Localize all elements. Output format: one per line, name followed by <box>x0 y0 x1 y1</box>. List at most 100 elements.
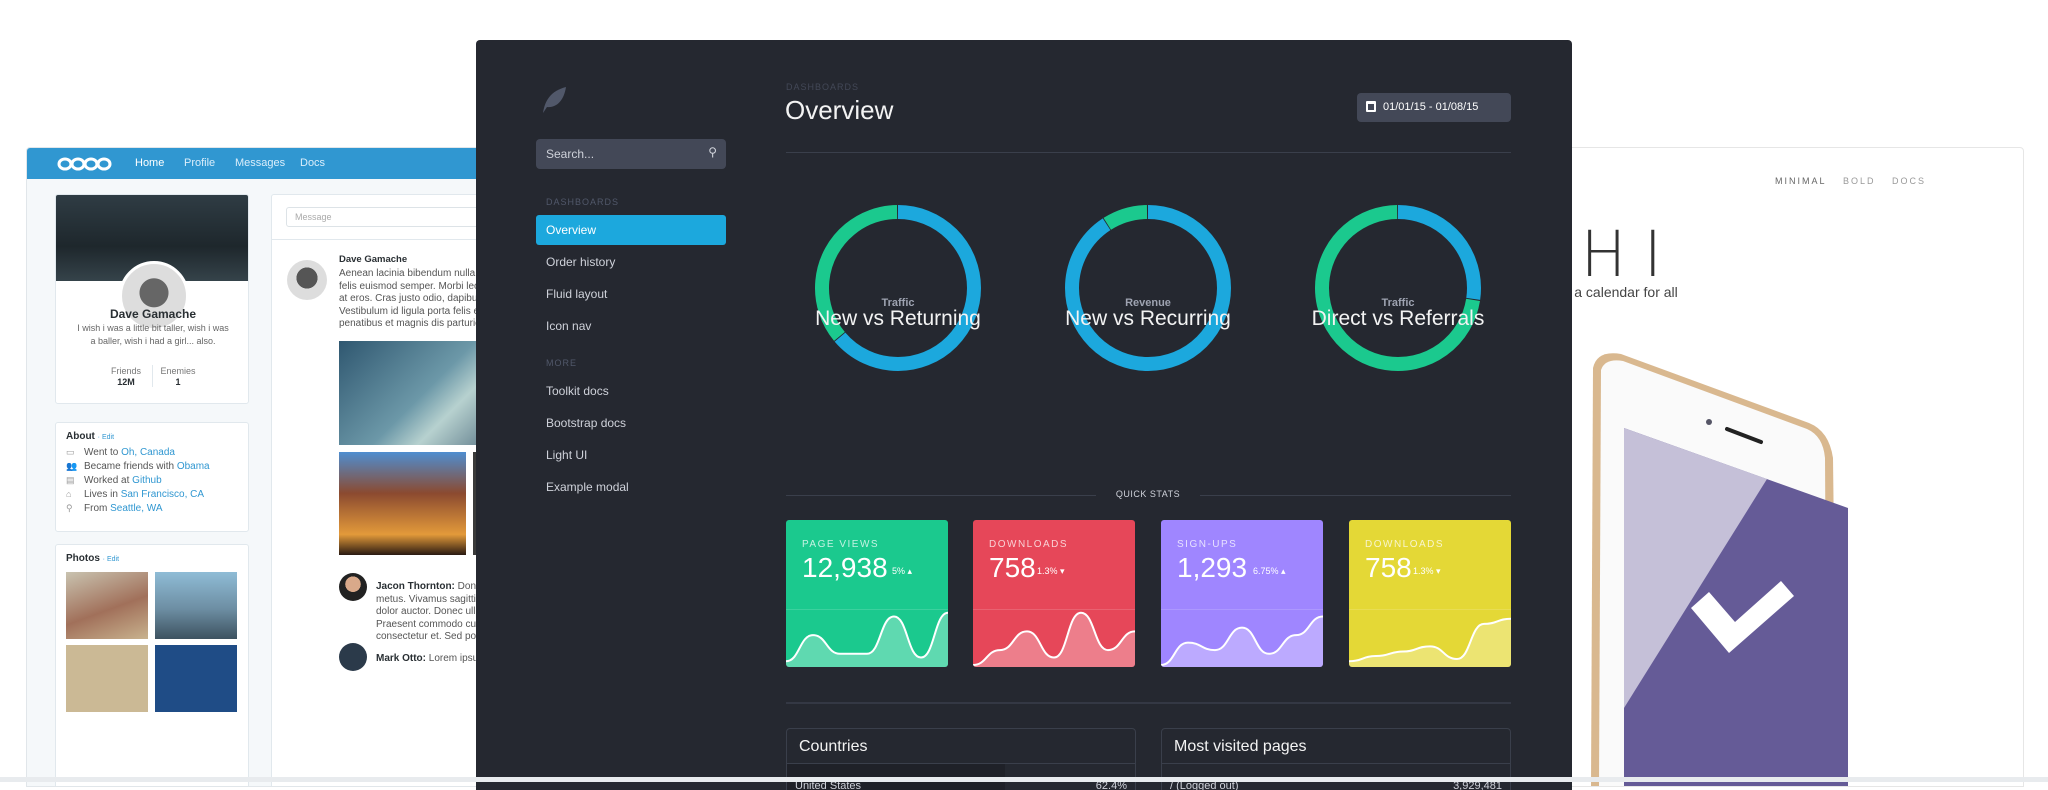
sidebar-item-icon-nav[interactable]: Icon nav <box>546 319 592 333</box>
search-icon[interactable]: ⚲ <box>708 145 717 159</box>
comment-text-line: Mark Otto: Lorem ipsu <box>376 653 478 664</box>
about-item-link[interactable]: Github <box>132 475 162 486</box>
friends-count: 12M <box>117 377 135 387</box>
sidebar-item-toolkit-docs[interactable]: Toolkit docs <box>546 384 609 398</box>
divider <box>786 152 1511 153</box>
stat-card[interactable]: PAGE VIEWS 12,938 5% ▴ <box>786 520 948 667</box>
nav-profile[interactable]: Profile <box>184 157 216 169</box>
post-text-line: Vestibulum id ligula porta felis e <box>339 305 480 317</box>
briefcase-icon: ▤ <box>66 475 75 485</box>
date-range-button[interactable]: 01/01/15 - 01/08/15 <box>1357 93 1511 122</box>
sidebar-item-light-ui[interactable]: Light UI <box>546 448 588 462</box>
landing-page-window: MINIMAL BOLD DOCS CHI and a calendar for… <box>1560 147 2024 787</box>
phone-mockup-illustration <box>1591 353 1848 786</box>
sidebar-item-bootstrap-docs[interactable]: Bootstrap docs <box>546 416 627 430</box>
donut-title: Direct vs Referrals <box>1311 307 1485 330</box>
about-item: Went to Oh, Canada <box>84 447 175 458</box>
about-item-link[interactable]: San Francisco, CA <box>120 489 205 500</box>
friends-label[interactable]: Friends <box>110 366 141 376</box>
donut-segment-blue[interactable] <box>1315 205 1481 371</box>
stat-delta: 1.3% ▾ <box>1413 566 1441 577</box>
panel-title: Countries <box>799 738 868 755</box>
stat-label: DOWNLOADS <box>1365 539 1445 550</box>
about-item-link[interactable]: Obama <box>176 461 210 472</box>
comment-author[interactable]: Jacon Thornton: <box>376 581 455 592</box>
nav-docs[interactable]: DOCS <box>1892 176 1927 186</box>
donut-segment-blue[interactable] <box>1065 205 1231 371</box>
post-author[interactable]: Dave Gamache <box>339 254 408 265</box>
about-item-link[interactable]: Oh, Canada <box>121 447 175 458</box>
stat-card[interactable]: SIGN-UPS 1,293 6.75% ▴ <box>1161 520 1323 667</box>
comment-text: Praesent commodo cu <box>376 618 477 630</box>
photo-thumbnail[interactable] <box>155 645 237 712</box>
nav-minimal[interactable]: MINIMAL <box>1775 176 1827 186</box>
donut-chart <box>791 181 1005 395</box>
donut-label: Traffic <box>1381 297 1415 309</box>
about-item-link[interactable]: Seattle, WA <box>110 503 163 514</box>
stat-delta-value: 1.3% <box>1413 566 1434 576</box>
photo-thumbnail[interactable] <box>155 572 237 639</box>
comment-text: consectetur et. Sed pos <box>376 631 482 642</box>
search-placeholder: Search... <box>546 147 595 161</box>
divider <box>973 609 1135 610</box>
sidebar-item-fluid-layout[interactable]: Fluid layout <box>546 287 608 301</box>
sidebar-item-overview[interactable]: Overview <box>536 215 726 245</box>
calendar-icon <box>1366 101 1376 112</box>
sparkline-chart <box>973 611 1135 667</box>
caret-down-icon: ▾ <box>1057 566 1065 576</box>
sparkline-area <box>973 612 1135 667</box>
comment-avatar[interactable] <box>339 643 367 671</box>
message-input[interactable]: Message <box>286 207 485 227</box>
divider <box>152 365 153 387</box>
photo-thumbnail[interactable] <box>66 572 148 639</box>
post-text-line: penatibus et magnis dis parturie <box>339 318 481 329</box>
nav-home[interactable]: Home <box>135 157 165 169</box>
profile-name[interactable]: Dave Gamache <box>109 307 197 321</box>
sparkline-line <box>973 611 1135 666</box>
comment-text: metus. Vivamus sagittis <box>376 593 481 605</box>
photo-thumbnail[interactable] <box>66 645 148 712</box>
comment-author[interactable]: Mark Otto: <box>376 653 426 664</box>
avatar[interactable] <box>119 261 189 331</box>
sidebar-item-order-history[interactable]: Order history <box>546 255 616 269</box>
donut-chart <box>1043 183 1253 393</box>
comment-avatar[interactable] <box>339 573 367 601</box>
donut-segment-green[interactable] <box>1311 201 1485 375</box>
sidebar-section-dashboards: DASHBOARDS <box>546 197 620 207</box>
profile-bio-line: a baller, wish i had a girl... also. <box>90 336 216 346</box>
divider <box>1162 763 1510 764</box>
edit-link[interactable]: · Edit <box>102 556 120 563</box>
about-heading: About · Edit <box>66 431 114 442</box>
enemies-count: 1 <box>175 377 181 387</box>
nav-docs[interactable]: Docs <box>300 157 326 169</box>
donut-segment-green[interactable] <box>1043 183 1253 393</box>
profile-bio-line: I wish i was a little bit taller, wish i… <box>77 323 229 333</box>
stat-value: 758 <box>989 552 1036 583</box>
logo[interactable] <box>56 156 114 171</box>
nav-messages[interactable]: Messages <box>235 157 286 169</box>
edit-link[interactable]: · Edit <box>97 434 115 441</box>
sparkline-line <box>786 611 948 663</box>
post-image[interactable] <box>339 452 466 555</box>
panel-title: Most visited pages <box>1174 738 1307 755</box>
sparkline-chart <box>1161 615 1323 667</box>
stat-value: 758 <box>1365 552 1412 583</box>
post-avatar[interactable] <box>287 260 327 300</box>
divider <box>786 609 948 610</box>
page-title: Overview <box>785 95 894 125</box>
divider <box>272 239 485 240</box>
post-image[interactable] <box>339 341 485 445</box>
logo-icon <box>57 157 112 171</box>
about-item-text: Went to <box>84 447 122 458</box>
donut-segment-blue[interactable] <box>815 205 981 371</box>
search-input[interactable]: Search... ⚲ <box>536 139 726 169</box>
leaf-logo-icon[interactable] <box>539 86 567 114</box>
nav-bold[interactable]: BOLD <box>1843 176 1876 186</box>
header-eyebrow: DASHBOARDS <box>786 82 860 92</box>
stat-card[interactable]: DOWNLOADS 758 1.3% ▾ <box>1349 520 1511 667</box>
stat-card[interactable]: DOWNLOADS 758 1.3% ▾ <box>973 520 1135 667</box>
enemies-label[interactable]: Enemies <box>160 366 196 376</box>
sidebar-item-example-modal[interactable]: Example modal <box>546 480 629 494</box>
donut-segment-green[interactable] <box>791 181 1005 395</box>
sparkline-area <box>786 612 948 667</box>
